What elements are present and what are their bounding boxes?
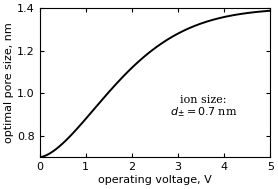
Text: ion size:: ion size: — [180, 95, 227, 105]
Text: $d_{\pm} = 0.7$ nm: $d_{\pm} = 0.7$ nm — [170, 105, 237, 119]
Y-axis label: optimal pore size, nm: optimal pore size, nm — [4, 22, 14, 143]
X-axis label: operating voltage, V: operating voltage, V — [98, 175, 212, 185]
